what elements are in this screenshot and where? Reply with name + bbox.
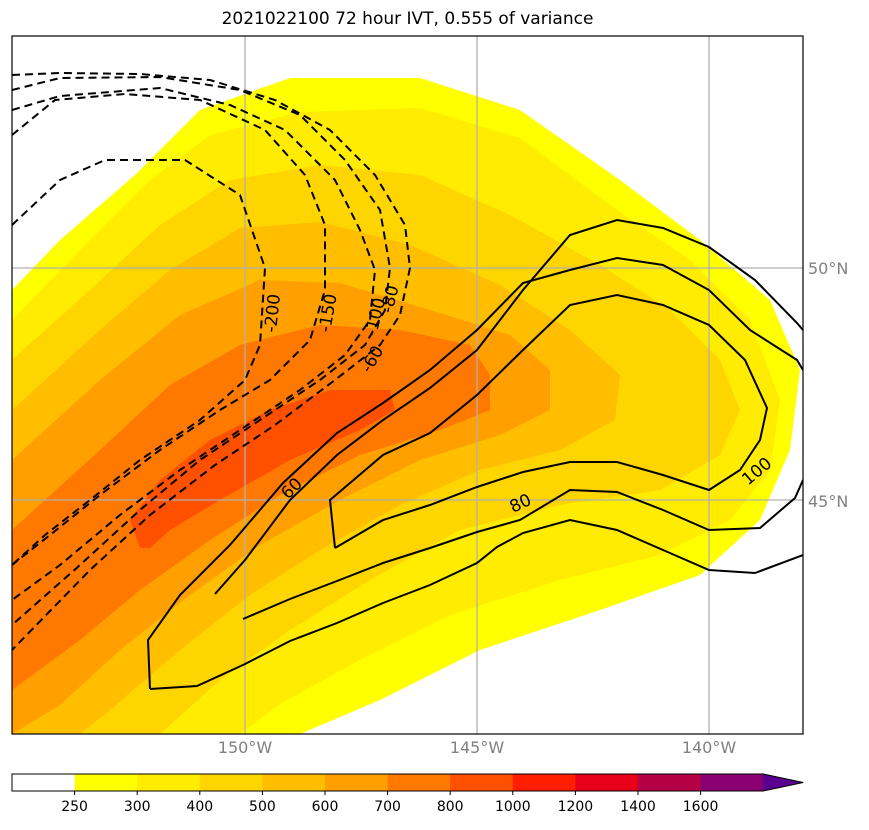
contour-neg-80 [12,75,392,626]
contour-pos-100-inner [328,293,769,549]
contour-pos-inner-b [146,256,803,690]
colorbar-tick-label: 250 [61,799,88,815]
colorbar-segment [450,774,514,791]
gridlines [12,36,803,734]
contour-label-neg200: -200 [261,293,285,333]
y-tick-45n: 45°N [808,492,848,511]
colorbar-segment [199,774,263,791]
contour-neg-60 [12,71,412,651]
contour-pos-80 [242,479,803,620]
x-tick-140w: 140°W [682,738,737,757]
map-frame [11,35,804,735]
colorbar-tick-label: 700 [374,799,401,815]
colorbar-segment [262,774,326,791]
colorbar-segment [74,774,138,791]
x-tick-150w: 150°W [218,738,273,757]
colorbar-tick-label: 400 [186,799,213,815]
axis-ticks: 150°W 145°W 140°W 50°N 45°N [218,259,849,757]
colorbar-outline [11,773,804,792]
contour-neg-150 [12,92,326,566]
colorbar-segment [512,774,576,791]
colorbar-tick-label: 1200 [558,799,594,815]
colorbar-extend-arrow [763,774,804,791]
colorbar-segment [137,774,201,791]
dashed-contours [12,71,412,651]
contour-pos-60 [149,518,803,690]
colorbar-tick-label: 1600 [683,799,719,815]
fill-band-800 [130,390,395,548]
y-tick-50n: 50°N [808,259,848,278]
colorbar-segment [575,774,639,791]
colorbar-tick-label: 1400 [620,799,656,815]
colorbar-segment [387,774,451,791]
chart-title: 2021022100 72 hour IVT, 0.555 of varianc… [221,9,594,29]
contour-neg-100 [12,86,377,601]
x-tick-145w: 145°W [450,738,505,757]
colorbar-segment [638,774,702,791]
solid-contours [146,218,803,690]
colorbar: 250 300 400 500 600 700 800 1000 1200 1400 1600 [11,773,804,815]
colorbar-segment [700,774,764,791]
contour-pos-100 [214,218,803,595]
colorbar-tick-label: 500 [249,799,276,815]
colorbar-tick-label: 300 [124,799,151,815]
colorbar-tick-label: 1000 [495,799,531,815]
colorbar-segment [325,774,389,791]
colorbar-tick-label: 800 [437,799,464,815]
colorbar-tick-label: 600 [312,799,339,815]
colorbar-segment [12,774,76,791]
filled-contours [12,36,803,734]
